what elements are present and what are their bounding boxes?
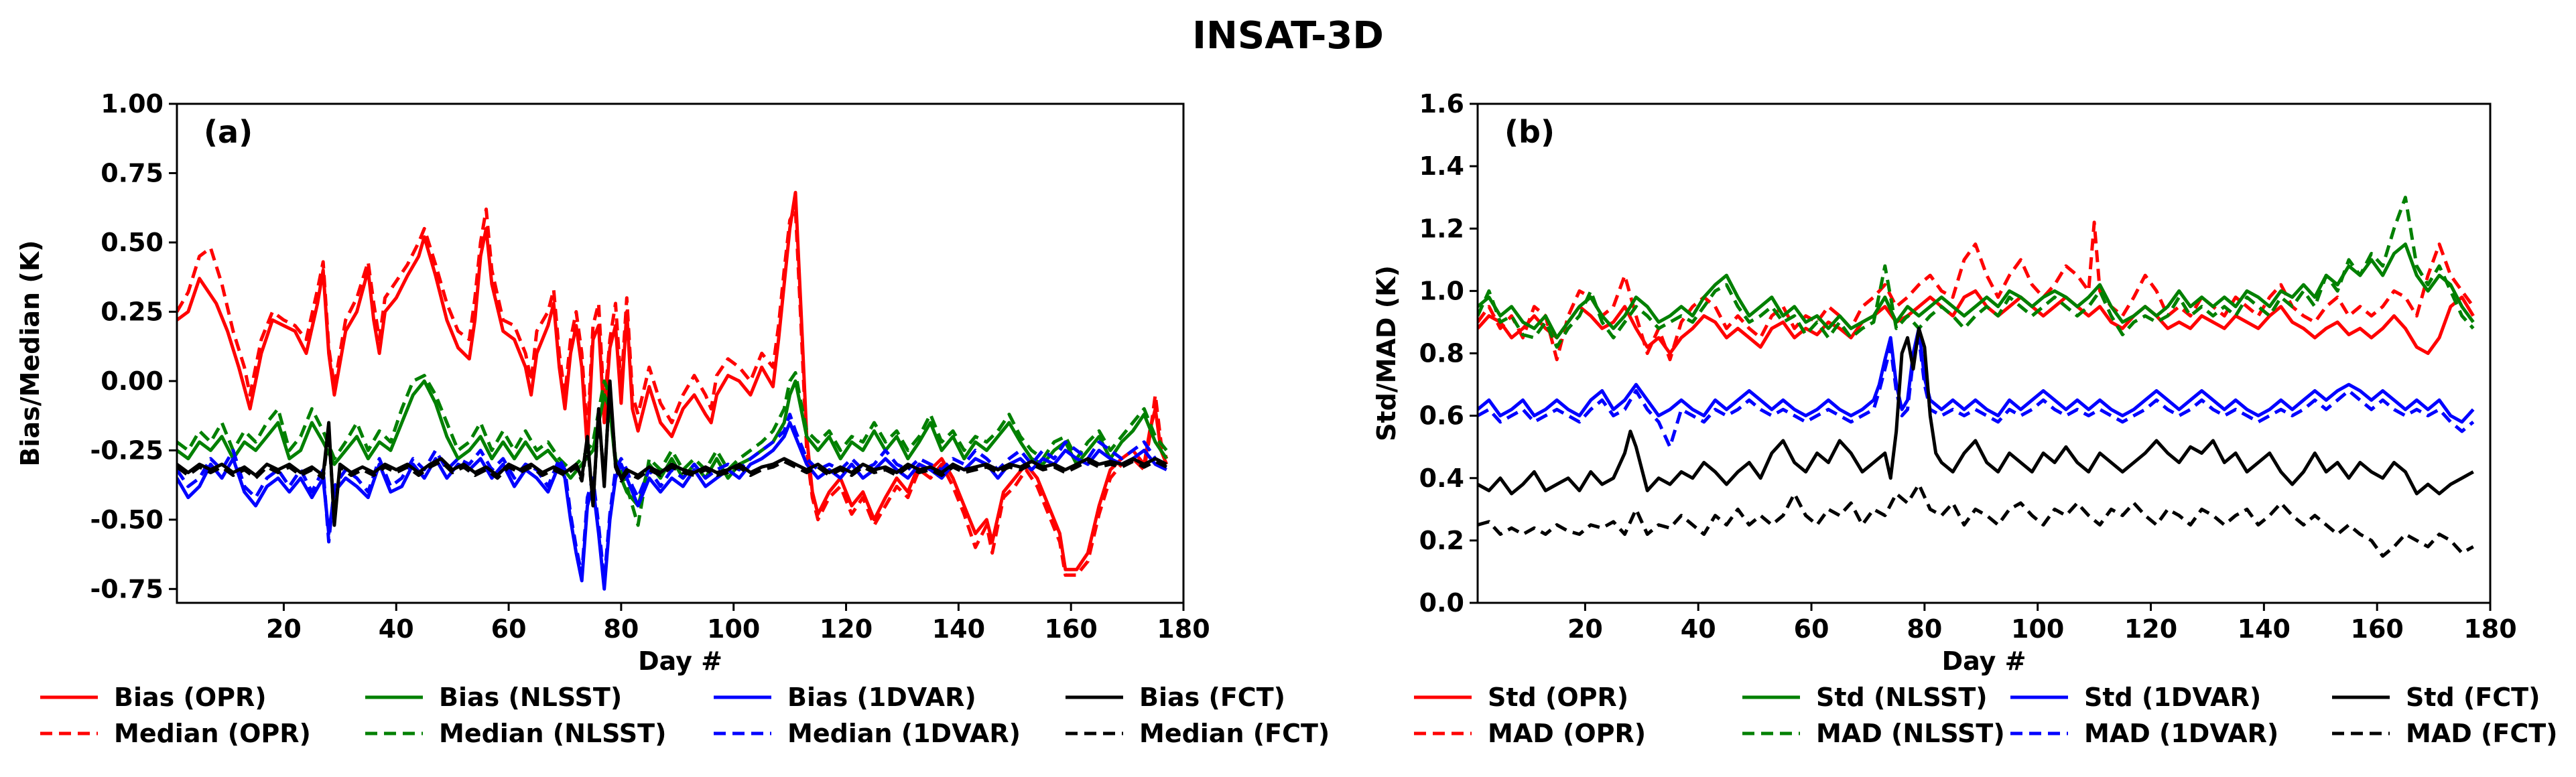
x-tick-label: 40 [379, 614, 414, 644]
x-tick-label: 20 [266, 614, 302, 644]
legend-label: Bias (NLSST) [439, 683, 622, 712]
y-tick-label: 0.8 [1419, 339, 1464, 368]
y-tick-label: 0.6 [1419, 401, 1464, 431]
legend-label: MAD (FCT) [2406, 719, 2558, 748]
legend-label: Median (NLSST) [439, 719, 666, 748]
y-tick-label: 1.00 [101, 89, 164, 119]
y-axis-label: Bias/Median (K) [15, 240, 45, 466]
legend-label: Std (OPR) [1488, 683, 1628, 712]
series-line-median-nlsst [177, 371, 1168, 527]
figure-title: INSAT-3D [1192, 14, 1384, 58]
legend-label: Median (FCT) [1139, 719, 1330, 748]
x-tick-label: 80 [1907, 614, 1942, 644]
chart-panel-a: 20 40 60 80 100 120 140 160 180 -0.75 -0.50 -0.25 0.… [15, 89, 1330, 748]
legend-label: Bias (1DVAR) [787, 683, 976, 712]
y-tick-label: 0.0 [1419, 588, 1464, 618]
x-tick-label: 120 [2124, 614, 2177, 644]
y-tick-label: 1.0 [1419, 276, 1464, 305]
legend-label: Bias (OPR) [114, 683, 267, 712]
x-axis-label: Day # [638, 646, 722, 676]
legend-label: MAD (NLSST) [1816, 719, 2005, 748]
x-tick-label: 100 [707, 614, 760, 644]
chart-panel-b: 20 40 60 80 100 120 140 160 180 0.0 0.2 0.4 0.6 0.8 1.… [1372, 89, 2558, 748]
y-tick-label: -0.25 [90, 435, 164, 465]
series-line-mad-fct [1478, 482, 2474, 558]
x-axis-label: Day # [1942, 646, 2026, 676]
y-tick-label: 0.75 [101, 158, 164, 188]
plot-frame [176, 102, 1185, 604]
series-line-mad-1dvar [1478, 336, 2475, 449]
legend-label: Std (NLSST) [1816, 683, 1988, 712]
legend-label: Median (1DVAR) [787, 719, 1021, 748]
x-tick-label: 80 [603, 614, 639, 644]
panel-label: (b) [1504, 114, 1555, 150]
x-tick-label: 140 [932, 614, 985, 644]
x-tick-label: 40 [1681, 614, 1716, 644]
series-line-std-nlsst [1478, 242, 2475, 340]
y-tick-label: -0.50 [90, 505, 164, 535]
series-line-std-opr [1478, 289, 2475, 355]
y-tick-label: 1.6 [1419, 89, 1464, 119]
x-tick-label: 60 [1794, 614, 1829, 644]
y-tick-label: 0.00 [101, 366, 164, 396]
series-line-mad-nlsst [1478, 196, 2475, 349]
x-tick-label: 120 [820, 614, 873, 644]
panel-label: (a) [204, 114, 253, 150]
plot-frame [1476, 102, 2492, 604]
x-tick-label: 180 [2463, 614, 2516, 644]
legend-label: Bias (FCT) [1139, 683, 1285, 712]
y-tick-label: 0.4 [1419, 464, 1464, 493]
x-tick-label: 180 [1157, 614, 1210, 644]
x-tick-label: 160 [1045, 614, 1098, 644]
y-axis-label: Std/MAD (K) [1372, 265, 1401, 441]
y-tick-label: 0.50 [101, 228, 164, 257]
x-tick-label: 100 [2011, 614, 2064, 644]
legend-label: Median (OPR) [114, 719, 311, 748]
y-tick-label: 1.4 [1419, 151, 1464, 181]
legend-label: Std (FCT) [2406, 683, 2540, 712]
series-line-std-1dvar [1478, 326, 2475, 424]
y-tick-label: 0.2 [1419, 526, 1464, 555]
x-tick-label: 20 [1567, 614, 1603, 644]
y-tick-label: 0.25 [101, 297, 164, 326]
y-tick-label: -0.75 [90, 574, 164, 604]
x-tick-label: 60 [491, 614, 527, 644]
x-tick-label: 160 [2351, 614, 2404, 644]
series-line-std-fct [1478, 326, 2474, 496]
y-tick-label: 1.2 [1419, 214, 1464, 243]
series-line-median-opr [177, 207, 1169, 577]
legend-label: Std (1DVAR) [2084, 683, 2261, 712]
series-line-median-1dvar [177, 413, 1167, 583]
legend-label: MAD (OPR) [1488, 719, 1646, 748]
x-tick-label: 140 [2238, 614, 2291, 644]
series-line-mad-opr [1478, 220, 2475, 362]
legend-label: MAD (1DVAR) [2084, 719, 2278, 748]
series-line-median-fct [177, 384, 1167, 522]
